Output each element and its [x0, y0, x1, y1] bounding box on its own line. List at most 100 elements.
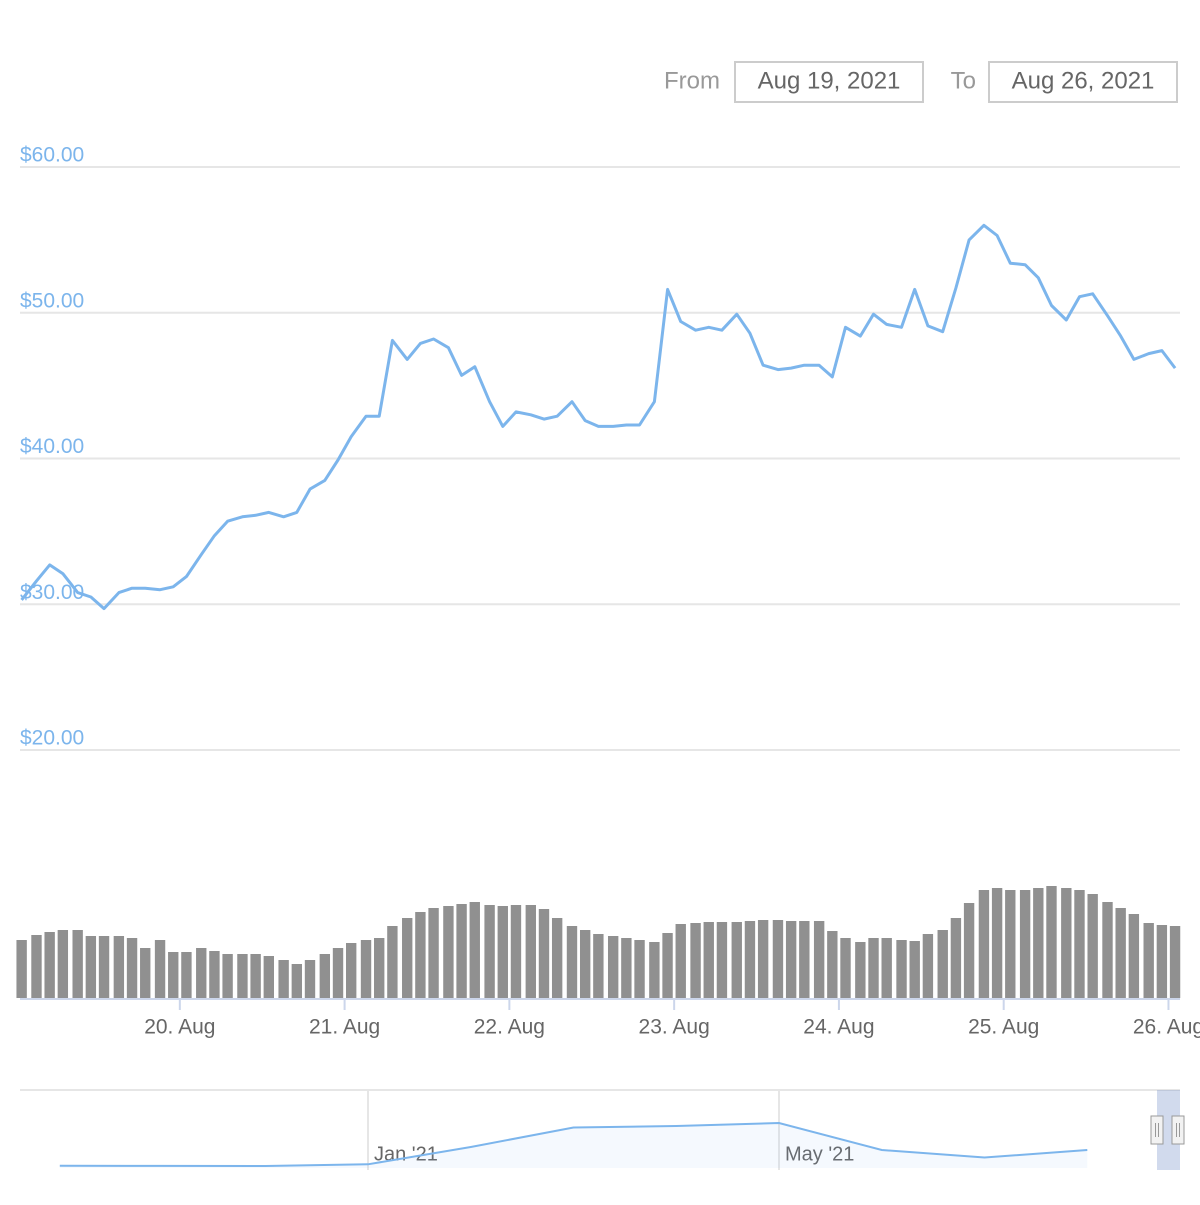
volume-bar — [510, 905, 522, 998]
volume-bar — [387, 926, 398, 998]
volume-bar — [525, 905, 536, 998]
volume-bar — [690, 923, 701, 998]
volume-bar — [374, 938, 385, 998]
volume-bar — [785, 921, 797, 998]
volume-bar — [731, 922, 742, 998]
volume-bar — [85, 936, 97, 998]
x-tick-label: 22. Aug — [474, 1016, 545, 1039]
volume-bar — [168, 952, 179, 998]
volume-bar — [332, 948, 344, 998]
volume-bar — [291, 964, 303, 998]
volume-bar — [621, 938, 632, 998]
volume-bar — [456, 904, 467, 998]
volume-bar — [1115, 908, 1126, 998]
volume-bar — [772, 920, 784, 998]
volume-bar — [140, 948, 151, 998]
volume-bar — [72, 930, 83, 998]
navigator-handle[interactable] — [1171, 1115, 1185, 1145]
volume-bar — [896, 940, 907, 998]
volume-bar — [922, 934, 934, 998]
volume-bar — [1074, 890, 1085, 998]
volume-bar — [443, 906, 454, 998]
volume-bar — [744, 921, 756, 998]
y-tick-label: $30.00 — [20, 581, 84, 604]
volume-bar — [209, 951, 220, 998]
to-label: To — [951, 67, 976, 94]
x-tick-label: 21. Aug — [309, 1016, 380, 1039]
volume-bar — [1169, 926, 1181, 998]
volume-bar — [1005, 890, 1016, 998]
volume-bar — [263, 956, 274, 998]
volume-bar — [469, 902, 480, 998]
volume-bar — [1156, 925, 1168, 998]
price-line — [20, 223, 1177, 611]
volume-bar — [840, 938, 851, 998]
volume-bar — [16, 940, 27, 998]
volume-bar — [868, 938, 879, 998]
volume-bar — [415, 912, 426, 998]
volume-bar — [675, 924, 686, 998]
volume-bar — [113, 936, 125, 998]
navigator-area — [59, 1123, 1088, 1168]
to-date[interactable]: Aug 26, 2021 — [1012, 67, 1155, 94]
volume-bar — [827, 931, 838, 998]
volume-bar — [1046, 886, 1057, 998]
x-tick-label: 20. Aug — [144, 1016, 215, 1039]
from-input[interactable] — [734, 61, 924, 103]
volume-bar — [649, 942, 660, 998]
volume-bar — [222, 954, 233, 998]
volume-bar — [634, 940, 645, 998]
from-date[interactable]: Aug 19, 2021 — [758, 67, 901, 94]
volume-bar — [402, 918, 413, 998]
volume-bar — [799, 921, 810, 998]
y-tick-label: $60.00 — [20, 144, 84, 167]
volume-bar — [1033, 888, 1044, 998]
volume-bar — [593, 934, 604, 998]
volume-bar — [126, 938, 138, 998]
volume-bar — [538, 909, 550, 998]
volume-bar — [346, 943, 357, 998]
to-input[interactable] — [988, 61, 1178, 103]
volume-bar — [855, 942, 866, 998]
volume-bar — [607, 936, 619, 998]
volume-bar — [250, 954, 261, 998]
volume-bar — [237, 954, 248, 998]
volume-bar — [278, 960, 289, 998]
volume-bar — [757, 920, 769, 998]
volume-bar — [662, 933, 673, 998]
volume-bar — [304, 960, 316, 998]
from-label: From — [664, 67, 720, 94]
navigator-tick-label: May '21 — [785, 1143, 854, 1165]
y-tick-label: $20.00 — [20, 727, 84, 750]
volume-bar — [154, 940, 166, 998]
volume-bar — [31, 935, 42, 998]
volume-bar — [1061, 888, 1072, 998]
volume-bar — [1143, 923, 1154, 998]
volume-bar — [566, 926, 578, 998]
volume-bar — [716, 922, 728, 998]
navigator-window — [1157, 1090, 1180, 1170]
navigator-line — [59, 1121, 1088, 1168]
volume-bar — [497, 906, 508, 998]
volume-bar — [937, 930, 948, 998]
volume-bar — [1087, 894, 1098, 998]
volume-bar — [950, 918, 962, 998]
volume-bar — [360, 940, 372, 998]
y-tick-label: $50.00 — [20, 289, 84, 312]
volume-bar — [181, 952, 192, 998]
volume-bar — [813, 921, 825, 998]
x-tick-label: 23. Aug — [639, 1016, 710, 1039]
volume-bar — [991, 888, 1003, 998]
volume-bar — [881, 938, 892, 998]
y-tick-label: $40.00 — [20, 435, 84, 458]
x-tick-label: 24. Aug — [803, 1016, 874, 1039]
volume-bar — [44, 932, 55, 998]
navigator-handle[interactable] — [1150, 1115, 1164, 1145]
volume-bar — [579, 930, 591, 998]
volume-bar — [909, 941, 920, 998]
volume-bar — [98, 936, 110, 998]
volume-bar — [319, 954, 331, 998]
volume-bar — [428, 908, 439, 998]
volume-bar — [703, 922, 714, 998]
